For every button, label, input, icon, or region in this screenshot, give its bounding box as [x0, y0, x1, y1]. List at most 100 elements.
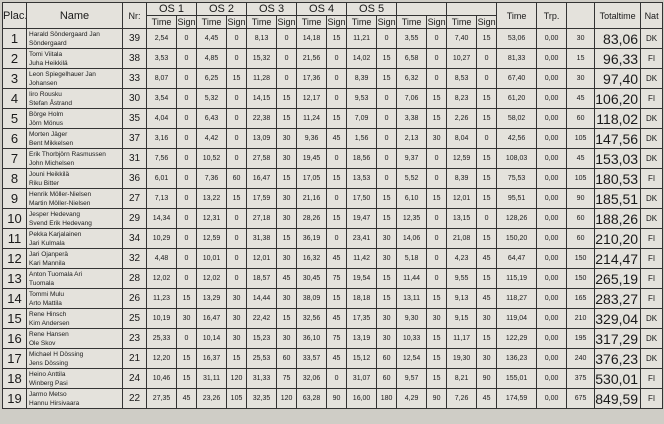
stage-penalty: 15	[376, 268, 398, 289]
stage-time: 6,58	[396, 48, 428, 69]
time-subheader: Time	[146, 15, 177, 29]
stage-penalty: 0	[175, 148, 198, 169]
stage-penalty: 0	[326, 68, 348, 89]
header-row: Plac. Name Nr: OS 1 OS 2 OS 3 OS 4 OS 5 Time Trp.…	[2, 2, 664, 29]
car-number: 30	[122, 88, 147, 109]
names: Jarmo Metso Hannu Hirsivaara	[26, 388, 123, 409]
result-row: 5 Börge Holm Jörn Mönus 35 4,04 0 6,43 0 22,38 15…	[2, 108, 664, 129]
table-body: 1 Harald Söndergaard Jan Söndergaard 39 2,54…	[2, 28, 664, 409]
stage-time: 3,54	[146, 88, 177, 109]
car-number: 25	[122, 308, 147, 329]
stage-penalty: 15	[326, 288, 348, 309]
name-header: Name	[26, 2, 123, 29]
stage-time: 7,40	[446, 28, 478, 49]
stage-penalty: 15	[476, 328, 498, 349]
stage-penalty: 0	[476, 128, 498, 149]
crew-name: Martin Möller-Nielsen	[29, 199, 91, 207]
stage-header: OS 4	[296, 2, 348, 16]
place: 6	[2, 128, 27, 149]
total-time: 83,06	[594, 28, 642, 49]
time: 136,23	[496, 348, 538, 369]
stage-time: 2,54	[146, 28, 177, 49]
stage-penalty: 0	[376, 88, 398, 109]
car-number: 34	[122, 228, 147, 249]
stage-time: 6,25	[196, 68, 228, 89]
penalty-header	[566, 2, 596, 29]
time: 115,19	[496, 268, 538, 289]
stage-penalty: 0	[175, 88, 198, 109]
stage-penalty: 15	[476, 188, 498, 209]
time: 174,59	[496, 388, 538, 409]
stage-penalty: 30	[175, 308, 198, 329]
stage-time: 8,07	[146, 68, 177, 89]
stage-penalty: 75	[326, 328, 348, 349]
crew-name: Leon Spiegelhauer Jan	[29, 70, 96, 78]
crew-name: Arto Mattila	[29, 299, 62, 307]
subheader-row: Time Sign Time Sign Time Sign Time Sign Time Sign…	[3, 15, 663, 29]
stage-time: 12,59	[446, 148, 478, 169]
stage-time: 14,15	[246, 88, 278, 109]
stage-time: 14,44	[246, 288, 278, 309]
trp: 0,00	[536, 28, 568, 49]
stage-penalty: 0	[426, 48, 448, 69]
sign-subheader: Sign	[376, 15, 398, 29]
stage-penalty: 15	[476, 168, 498, 189]
names: Morten Jäger Bent Mikkelsen	[26, 128, 123, 149]
stage-time: 9,53	[346, 88, 378, 109]
result-row: 19 Jarmo Metso Hannu Hirsivaara 22 27,35 45 23…	[2, 388, 664, 409]
time: 64,47	[496, 248, 538, 269]
stage-time: 12,20	[146, 348, 177, 369]
result-row: 1 Harald Söndergaard Jan Söndergaard 39 2,54…	[2, 28, 664, 49]
time-subheader: Time	[346, 15, 378, 29]
stage-penalty: 0	[326, 148, 348, 169]
stage-penalty: 15	[226, 348, 248, 369]
nationality: DK	[640, 28, 664, 49]
stage-time: 10,01	[196, 248, 228, 269]
table-header: Plac. Name Nr: OS 1 OS 2 OS 3 OS 4 OS 5 Time Trp.…	[2, 2, 664, 29]
stage-time: 6,32	[396, 68, 428, 89]
sign-subheader: Sign	[175, 15, 198, 29]
nationality: DK	[640, 128, 664, 149]
sign-subheader: Sign	[426, 15, 448, 29]
car-number: 39	[122, 28, 147, 49]
stage-time: 14,02	[346, 48, 378, 69]
stage-penalty: 0	[226, 88, 248, 109]
stage-time: 12,02	[196, 268, 228, 289]
total-time: 283,27	[594, 288, 642, 309]
result-row: 14 Tommi Mulu Arto Mattila 26 11,23 15 13,29 30…	[2, 288, 664, 309]
stage-time: 9,55	[446, 268, 478, 289]
stage-time: 23,41	[346, 228, 378, 249]
stage-penalty: 0	[175, 208, 198, 229]
total-time: 329,04	[594, 308, 642, 329]
stage-penalty: 0	[426, 28, 448, 49]
nationality: DK	[640, 348, 664, 369]
result-row: 13 Anton Tuomala Ari Tuomala 28 12,02 0 12,02 0…	[2, 268, 664, 289]
result-row: 7 Erik Thorbjörn Rasmussen John Michelsen 3…	[2, 148, 664, 169]
stage-time: 17,05	[296, 168, 328, 189]
stage-penalty: 0	[226, 148, 248, 169]
stage-time: 8,23	[446, 88, 478, 109]
stage-penalty: 0	[226, 128, 248, 149]
stage-time: 13,15	[446, 208, 478, 229]
stage-time: 4,48	[146, 248, 177, 269]
stage-time: 7,56	[146, 148, 177, 169]
stage-time: 38,09	[296, 288, 328, 309]
stage-time: 15,23	[246, 328, 278, 349]
stage-penalty: 45	[476, 248, 498, 269]
trp: 0,00	[536, 328, 568, 349]
nationality: DK	[640, 148, 664, 169]
time: 95,51	[496, 188, 538, 209]
stage-time: 14,18	[296, 28, 328, 49]
stage-time: 36,19	[296, 228, 328, 249]
stage-penalty: 15	[426, 328, 448, 349]
stage-penalty: 15	[226, 68, 248, 89]
nationality: DK	[640, 328, 664, 349]
stage-time: 31,38	[246, 228, 278, 249]
nationality: FI	[640, 268, 664, 289]
result-row: 12 Jari Ojanperä Kari Mannila 32 4,48 0 10,01 0…	[2, 248, 664, 269]
nationality: DK	[640, 108, 664, 129]
stage-time: 11,24	[296, 108, 328, 129]
names: Jesper Hedevang Svend Erik Hedevang	[26, 208, 123, 229]
stage-penalty: 0	[175, 168, 198, 189]
result-row: 8 Jouni Heikkilä Riku Bitter 36 6,01 0 7,36 60 1…	[2, 168, 664, 189]
